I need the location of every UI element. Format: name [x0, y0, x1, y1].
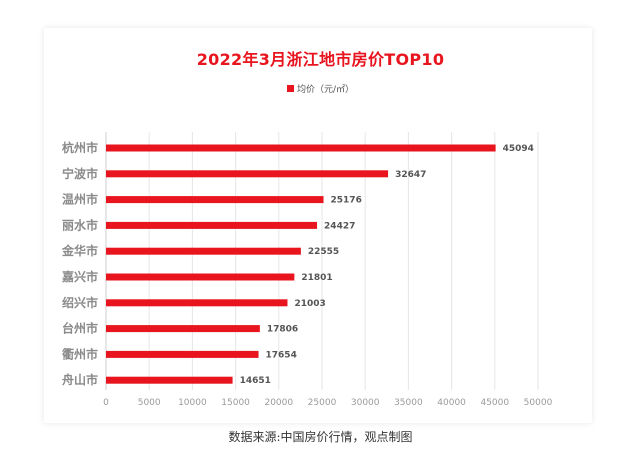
bar: [106, 170, 389, 178]
category-label: 绍兴市: [62, 295, 98, 310]
bar-value-label: 17654: [266, 350, 297, 360]
x-tick-label: 35000: [394, 398, 423, 408]
category-label: 台州市: [62, 321, 98, 336]
bar-value-label: 32647: [395, 170, 426, 180]
bar: [106, 196, 324, 204]
x-tick-label: 20000: [264, 398, 293, 408]
bar: [106, 376, 233, 384]
category-label: 舟山市: [62, 372, 98, 387]
bar-value-label: 14651: [240, 376, 271, 386]
bar: [106, 350, 259, 358]
bar-value-label: 24427: [324, 221, 355, 231]
bar-value-label: 21003: [294, 299, 325, 309]
x-tick-label: 25000: [308, 398, 337, 408]
bar-value-label: 17806: [267, 325, 298, 335]
data-source-note: 数据来源:中国房价行情，观点制图: [228, 430, 413, 444]
x-tick-label: 0: [103, 398, 109, 408]
x-tick-label: 50000: [524, 398, 553, 408]
chart-title: 2022年3月浙江地市房价TOP10: [196, 50, 445, 69]
bar: [106, 247, 301, 255]
bar: [106, 273, 295, 281]
bar: [106, 299, 288, 307]
bar-value-label: 22555: [308, 247, 339, 257]
x-tick-label: 40000: [437, 398, 466, 408]
chart-legend: 均价（元/㎡）: [0, 82, 641, 95]
category-label: 宁波市: [62, 166, 98, 181]
bar-value-label: 45094: [503, 144, 534, 154]
category-label: 衢州市: [62, 346, 98, 361]
bar-value-label: 25176: [331, 196, 362, 206]
category-label: 嘉兴市: [61, 269, 98, 284]
x-tick-label: 30000: [351, 398, 380, 408]
bar: [106, 325, 260, 333]
legend-swatch: [286, 85, 294, 92]
bar: [106, 144, 496, 152]
legend-label: 均价（元/㎡）: [296, 85, 355, 95]
category-label: 金华市: [61, 243, 98, 258]
x-tick-label: 10000: [178, 398, 207, 408]
x-tick-label: 45000: [480, 398, 509, 408]
category-label: 温州市: [62, 192, 98, 207]
x-tick-label: 5000: [138, 398, 161, 408]
category-label: 杭州市: [62, 140, 98, 155]
bar: [106, 221, 318, 229]
x-tick-label: 15000: [221, 398, 250, 408]
bar-value-label: 21801: [301, 273, 332, 283]
category-label: 丽水市: [62, 217, 98, 232]
